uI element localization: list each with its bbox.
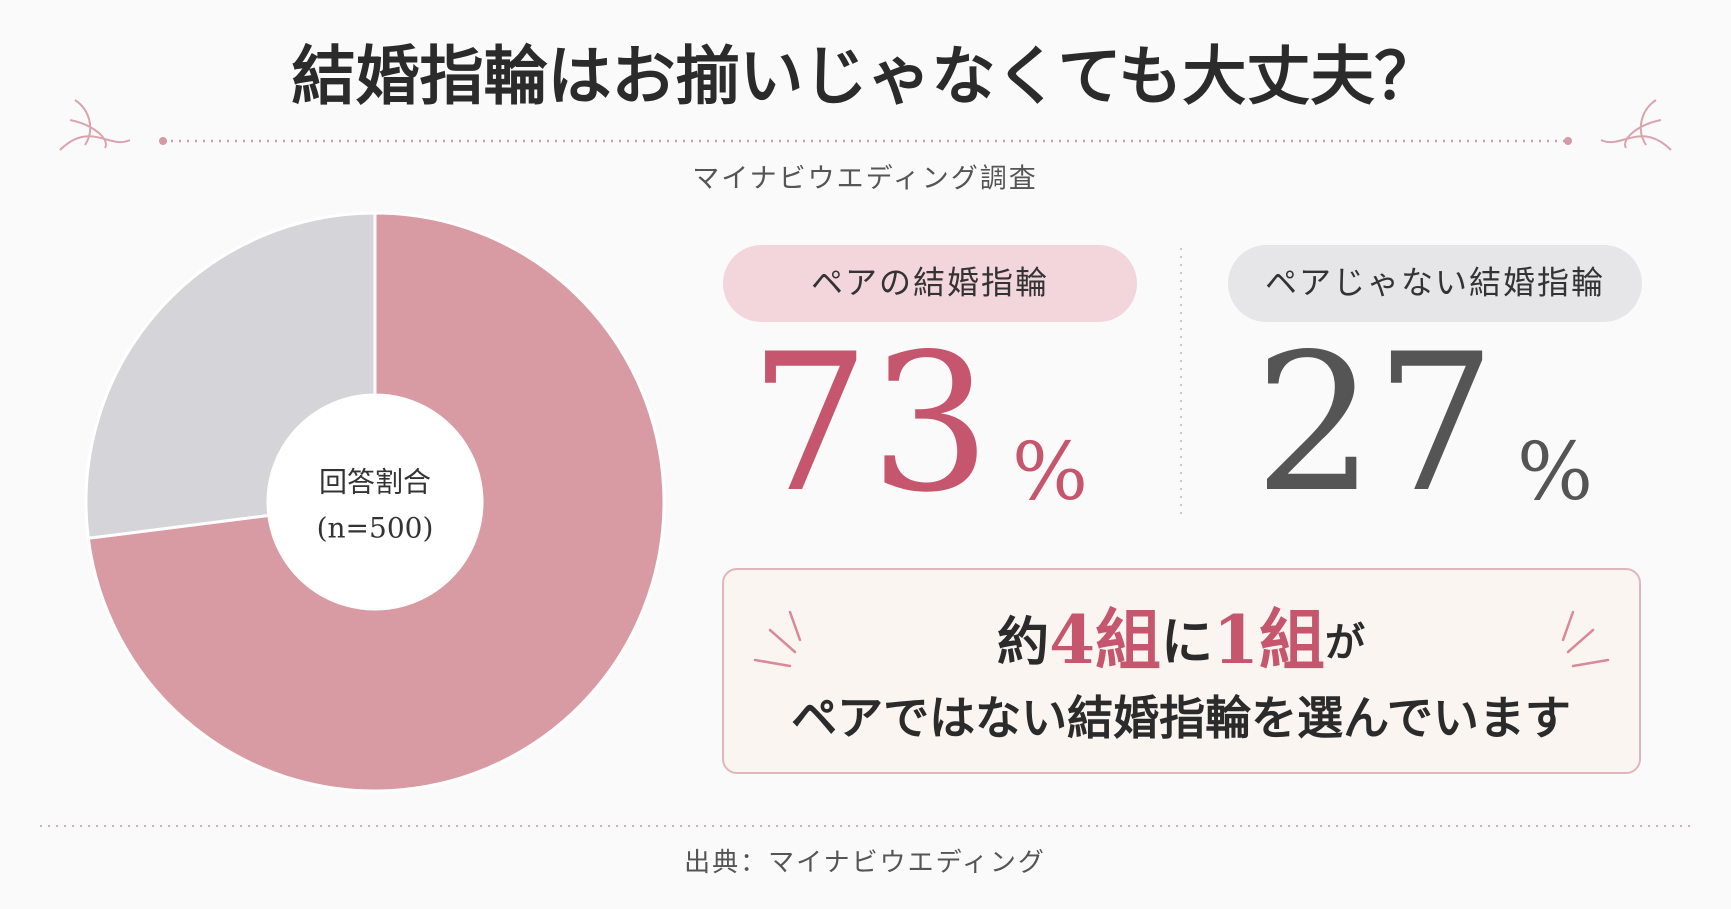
donut-chart <box>84 211 666 793</box>
ornament-left <box>59 99 131 151</box>
center-label: 回答割合 <box>319 466 431 499</box>
callout-highlight: 1組 <box>1213 601 1325 679</box>
callout-line: ペアではない結婚指輪を選んでいます <box>791 691 1571 745</box>
ornament-dot <box>1564 137 1572 145</box>
donut-hole <box>268 395 482 609</box>
category-pill <box>1228 245 1642 322</box>
category-label: ペアじゃない結婚指輪 <box>1265 264 1605 302</box>
callout-box <box>722 568 1641 774</box>
stats: ペアの結婚指輪 73 % ペアじゃない結婚指輪 27% <box>723 245 1642 534</box>
ornament-dot <box>159 137 167 145</box>
category-pill <box>723 245 1137 322</box>
unit-label: % <box>1517 425 1593 518</box>
callout-text: 約 <box>997 612 1049 673</box>
callout-text: に <box>1161 612 1213 673</box>
value-label: 73 <box>749 313 991 534</box>
center-label: (n=500) <box>317 512 434 545</box>
callout-sparkle <box>753 610 1610 668</box>
category-label: ペアの結婚指輪 <box>811 264 1049 302</box>
callout-text: が <box>1325 619 1365 666</box>
unit-label: % <box>1012 425 1088 518</box>
subtitle: マイナビウエディング調査 <box>692 164 1038 195</box>
value-label: 27 <box>1254 313 1496 534</box>
source: 出典：マイナビウエディング <box>684 848 1046 878</box>
callout-highlight: 4組 <box>1049 601 1161 679</box>
ornament-right <box>1600 99 1672 151</box>
callout-line: 約4組に1組が <box>997 601 1365 679</box>
chart-title: 結婚指輪はお揃いじゃなくても大丈夫？ <box>292 40 1439 115</box>
